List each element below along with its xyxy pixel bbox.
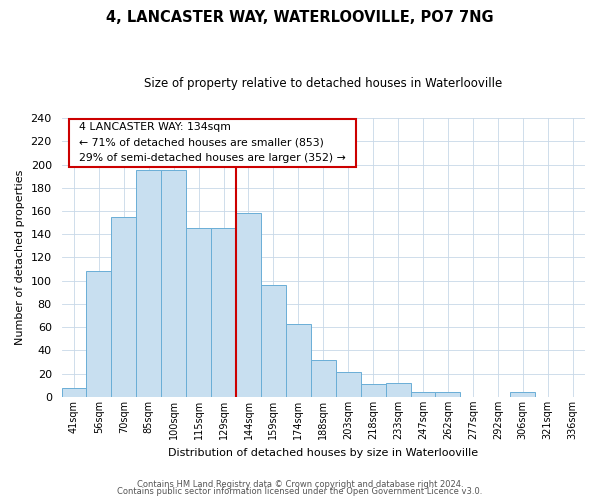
Bar [336, 372, 361, 397]
Y-axis label: Number of detached properties: Number of detached properties [15, 170, 25, 345]
Text: 4, LANCASTER WAY, WATERLOOVILLE, PO7 7NG: 4, LANCASTER WAY, WATERLOOVILLE, PO7 7NG [106, 10, 494, 25]
Bar [62, 388, 86, 397]
Text: Contains HM Land Registry data © Crown copyright and database right 2024.: Contains HM Land Registry data © Crown c… [137, 480, 463, 489]
Bar [136, 170, 161, 397]
Bar [386, 383, 410, 397]
Bar [112, 217, 136, 397]
Bar [236, 214, 261, 397]
Bar [186, 228, 211, 397]
Bar [311, 360, 336, 397]
X-axis label: Distribution of detached houses by size in Waterlooville: Distribution of detached houses by size … [168, 448, 478, 458]
Bar [286, 324, 311, 397]
Bar [161, 170, 186, 397]
Bar [436, 392, 460, 397]
Text: 4 LANCASTER WAY: 134sqm
  ← 71% of detached houses are smaller (853)
  29% of se: 4 LANCASTER WAY: 134sqm ← 71% of detache… [72, 122, 353, 164]
Bar [361, 384, 386, 397]
Text: Contains public sector information licensed under the Open Government Licence v3: Contains public sector information licen… [118, 487, 482, 496]
Bar [211, 228, 236, 397]
Bar [86, 272, 112, 397]
Bar [410, 392, 436, 397]
Bar [510, 392, 535, 397]
Bar [261, 286, 286, 397]
Title: Size of property relative to detached houses in Waterlooville: Size of property relative to detached ho… [144, 78, 502, 90]
